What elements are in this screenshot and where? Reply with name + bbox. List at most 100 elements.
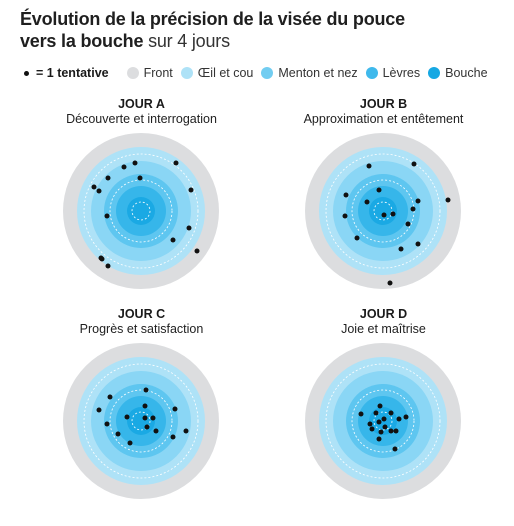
legend-label-levres: Lèvres — [382, 66, 421, 80]
attempt-dot — [373, 410, 379, 416]
legend-item-oeil-cou: Œil et cou — [180, 66, 254, 80]
panel-subtitle: Progrès et satisfaction — [79, 322, 204, 336]
panel-jour-c: JOUR C Progrès et satisfaction — [13, 307, 270, 522]
attempt-dot — [366, 163, 372, 169]
attempt-dot — [144, 424, 150, 430]
legend-swatch-oeil-cou — [180, 67, 193, 79]
legend-item-front: Front — [126, 66, 173, 80]
attempt-dot — [115, 431, 121, 437]
dashed-guide-ring — [373, 411, 393, 431]
attempt-dot — [445, 197, 451, 203]
panel-title: JOUR A — [118, 97, 165, 111]
title-line-1: Évolution de la précision de la visée du… — [20, 9, 405, 29]
attempt-dot — [104, 421, 110, 427]
attempt-dot — [91, 184, 97, 190]
target-jour-c — [63, 343, 219, 499]
ring-bouche — [369, 197, 397, 225]
attempt-dot — [142, 403, 148, 409]
attempt-dot — [121, 164, 127, 170]
dashed-guide-ring — [325, 153, 441, 269]
legend-swatch-bouche — [428, 67, 441, 79]
ring-bouche — [127, 197, 155, 225]
attempt-dot — [183, 428, 189, 434]
attempt-dot — [405, 221, 411, 227]
dashed-guide-ring — [131, 411, 151, 431]
attempt-dot — [376, 436, 382, 442]
attempt-dot — [96, 188, 102, 194]
attempt-dot — [170, 434, 176, 440]
attempt-dot — [127, 440, 133, 446]
panel-subtitle: Joie et maîtrise — [341, 322, 426, 336]
target-jour-d — [305, 343, 461, 499]
dashed-guide-ring — [131, 201, 151, 221]
attempt-dot — [98, 255, 104, 261]
attempt-dot — [410, 206, 416, 212]
attempt-dot — [388, 410, 394, 416]
attempt-dot — [343, 192, 349, 198]
attempt-dot — [358, 411, 364, 417]
dashed-guide-ring — [83, 363, 199, 479]
panel-title: JOUR B — [359, 97, 408, 111]
legend-label-front: Front — [143, 66, 173, 80]
attempt-dot — [367, 421, 373, 427]
legend-item-levres: Lèvres — [365, 66, 421, 80]
attempt-dot — [364, 199, 370, 205]
attempt-dot — [107, 394, 113, 400]
legend-swatch-front — [126, 67, 139, 79]
dashed-guide-ring — [373, 201, 393, 221]
legend-swatch-menton-nez — [261, 67, 274, 79]
attempt-dot — [142, 415, 148, 421]
attempt-dot — [393, 428, 399, 434]
attempt-dot — [137, 175, 143, 181]
attempt-dot — [398, 246, 404, 252]
title-line-2-light: sur 4 jours — [143, 31, 230, 51]
title-line-2-bold: vers la bouche — [20, 31, 144, 51]
panel-jour-d: JOUR D Joie et maîtrise — [255, 307, 512, 522]
legend-item-bouche: Bouche — [428, 66, 488, 80]
attempt-dot — [377, 403, 383, 409]
attempt-dot — [403, 414, 409, 420]
attempt-dot — [388, 428, 394, 434]
dashed-guide-ring — [325, 363, 441, 479]
attempt-dot — [411, 161, 417, 167]
attempt-dot — [382, 424, 388, 430]
legend-label-bouche: Bouche — [445, 66, 488, 80]
panel-subtitle: Découverte et interrogation — [66, 112, 217, 126]
dashed-guide-ring — [83, 153, 199, 269]
attempt-dot — [390, 211, 396, 217]
panel-subtitle: Approximation et entêtement — [303, 112, 464, 126]
attempt-dot — [172, 406, 178, 412]
attempt-dot — [173, 160, 179, 166]
panel-title: JOUR D — [359, 307, 408, 321]
chart-title: Évolution de la précision de la visée du… — [20, 8, 500, 52]
attempt-dot — [188, 187, 194, 193]
dashed-guide-ring — [109, 389, 173, 453]
ring-bouche — [127, 407, 155, 435]
attempt-dot — [342, 213, 348, 219]
attempt-dot — [415, 198, 421, 204]
legend-label-oeil-cou: Œil et cou — [197, 66, 254, 80]
attempt-dot — [381, 416, 387, 422]
attempt-dot — [150, 415, 156, 421]
attempt-dot — [194, 248, 200, 254]
attempt-dot — [170, 237, 176, 243]
attempt-dot — [381, 212, 387, 218]
panel-jour-b: JOUR B Approximation et entêtement — [255, 97, 512, 312]
attempt-dot — [105, 175, 111, 181]
attempt-dot — [104, 213, 110, 219]
legend-item-menton-nez: Menton et nez — [261, 66, 358, 80]
attempt-dot — [387, 280, 393, 286]
legend-label-menton-nez: Menton et nez — [278, 66, 358, 80]
attempt-dot — [369, 426, 375, 432]
legend-swatch-levres — [365, 67, 378, 79]
legend: = 1 tentative Front Œil et cou Menton et… — [24, 63, 510, 83]
attempt-dot — [153, 428, 159, 434]
attempt-dot — [354, 235, 360, 241]
attempt-dot — [105, 263, 111, 269]
legend-label-tentative: = 1 tentative — [36, 66, 109, 80]
target-jour-a — [63, 133, 219, 289]
attempt-dot — [132, 160, 138, 166]
attempt-dot-icon — [24, 70, 29, 76]
panel-jour-a: JOUR A Découverte et interrogation — [13, 97, 270, 312]
attempt-dot — [396, 416, 402, 422]
